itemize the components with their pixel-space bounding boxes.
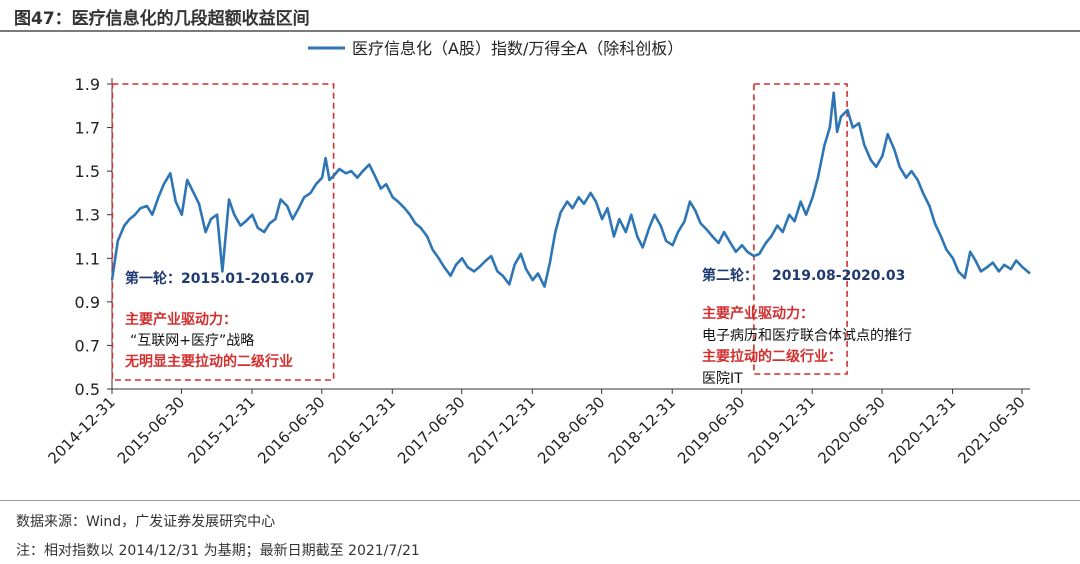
x-tick-label: 2019-06-30 <box>674 393 748 467</box>
annotations: 第一轮：2015.01-2016.07 主要产业驱动力： “互联网+医疗”战略 … <box>124 267 912 387</box>
x-tick-label: 2020-12-31 <box>885 393 959 467</box>
line-chart: 医疗信息化（A股）指数/万得全A（除科创板） 0.5 0.7 0.9 1.1 1.3 1.… <box>44 39 1031 467</box>
series-layer <box>110 91 1031 288</box>
window-1-driver-text: “互联网+医疗”战略 <box>130 333 254 349</box>
legend-label: 医疗信息化（A股）指数/万得全A（除科创板） <box>352 39 683 58</box>
x-tick-label: 2017-06-30 <box>394 393 468 467</box>
figure-title: 图47：医疗信息化的几段超额收益区间 <box>14 9 310 29</box>
window-2-driver-text: 电子病历和医疗联合体试点的推行 <box>702 328 912 344</box>
title-divider <box>0 30 1080 32</box>
x-tick-label: 2019-12-31 <box>745 393 819 467</box>
footnote: 注：相对指数以 2014/12/31 为基期；最新日期截至 2021/7/21 <box>16 543 420 559</box>
window-1-label: 第一轮：2015.01-2016.07 <box>125 270 314 287</box>
highlight-windows <box>111 83 848 381</box>
x-tick-label: 2016-06-30 <box>254 393 328 467</box>
x-tick-label: 2021-06-30 <box>954 393 1028 467</box>
y-tick-label: 1.5 <box>75 162 100 181</box>
y-tick-label: 1.7 <box>75 119 100 138</box>
window-2-label: 第二轮： 2019.08-2020.03 <box>702 267 905 284</box>
highlight-window-1-box <box>111 83 335 381</box>
y-axis-ticks: 0.5 0.7 0.9 1.1 1.3 1.5 1.7 1.9 <box>75 75 112 399</box>
x-tick-label: 2015-12-31 <box>184 393 258 467</box>
y-tick-label: 0.7 <box>75 336 100 355</box>
window-2-driver-title: 主要产业驱动力： <box>702 305 814 322</box>
x-tick-label: 2020-06-30 <box>814 393 888 467</box>
series-line <box>110 91 1031 288</box>
x-tick-label: 2017-12-31 <box>465 393 539 467</box>
window-1-driver-title: 主要产业驱动力： <box>125 311 237 328</box>
highlight-window-2-box <box>753 83 848 375</box>
y-tick-label: 0.9 <box>75 293 100 312</box>
x-tick-label: 2018-06-30 <box>534 393 608 467</box>
x-tick-label: 2014-12-31 <box>44 393 118 467</box>
window-2-label-range: 2019.08-2020.03 <box>772 268 905 284</box>
source-note: 数据来源：Wind，广发证券发展研究中心 <box>16 514 276 530</box>
x-tick-label: 2018-12-31 <box>605 393 679 467</box>
window-2-label-prefix: 第二轮： <box>702 267 758 284</box>
y-tick-label: 1.9 <box>75 75 100 94</box>
y-tick-label: 0.5 <box>75 380 100 399</box>
legend: 医疗信息化（A股）指数/万得全A（除科创板） <box>308 39 683 58</box>
window-1-sector-text: 无明显主要拉动的二级行业 <box>124 353 293 370</box>
footer-divider <box>0 500 1080 501</box>
window-2-sector-title: 主要拉动的二级行业： <box>702 348 842 365</box>
x-tick-label: 2015-06-30 <box>114 393 188 467</box>
y-tick-label: 1.1 <box>75 249 100 268</box>
y-tick-label: 1.3 <box>75 206 100 225</box>
window-2-sector-text: 医院IT <box>702 371 743 387</box>
x-tick-label: 2016-12-31 <box>325 393 399 467</box>
x-axis-ticks: 2014-12-312015-06-302015-12-312016-06-30… <box>44 389 1029 467</box>
